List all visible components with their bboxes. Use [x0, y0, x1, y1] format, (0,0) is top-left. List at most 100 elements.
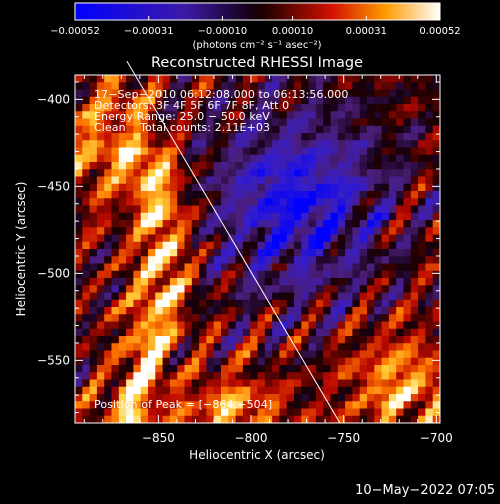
heatmap-pixel	[169, 299, 178, 308]
colorbar-tick-label: −0.00031	[124, 26, 174, 37]
heatmap-pixel	[111, 82, 120, 91]
heatmap-pixel	[315, 307, 324, 315]
heatmap-pixel	[272, 191, 280, 199]
heatmap-pixel	[359, 336, 368, 344]
x-axis-ticks	[83, 75, 437, 423]
heatmap-pixel	[367, 133, 375, 141]
heatmap-pixel	[235, 111, 244, 120]
heatmap-pixel	[286, 154, 295, 163]
heatmap-pixel	[337, 234, 346, 243]
heatmap-pixel	[82, 133, 91, 141]
heatmap-pixel	[286, 234, 295, 243]
heatmap-pixel	[221, 183, 229, 192]
heatmap-pixel	[228, 307, 237, 315]
heatmap-pixel	[162, 162, 171, 170]
heatmap-pixel	[410, 133, 419, 141]
heatmap-pixel	[96, 82, 105, 91]
heatmap-pixel	[367, 227, 375, 236]
heatmap-pixel	[323, 249, 332, 257]
heatmap-pixel	[374, 336, 383, 344]
heatmap-pixel	[403, 220, 412, 228]
heatmap-pixel	[126, 162, 134, 170]
heatmap-pixel	[104, 162, 113, 170]
heatmap-pixel	[118, 205, 127, 214]
heatmap-pixel	[118, 183, 127, 192]
heatmap-pixel	[315, 162, 324, 170]
heatmap-pixel	[418, 386, 426, 395]
heatmap-pixel	[257, 183, 266, 192]
heatmap-pixel	[403, 372, 412, 381]
heatmap-pixel	[104, 191, 113, 199]
heatmap-pixel	[191, 278, 200, 286]
heatmap-pixel	[359, 82, 368, 91]
heatmap-pixel	[323, 285, 332, 294]
heatmap-pixel	[133, 278, 142, 286]
heatmap-pixel	[272, 198, 280, 207]
heatmap-pixel	[184, 154, 193, 163]
heatmap-pixel	[279, 263, 288, 272]
heatmap-pixel	[396, 263, 405, 272]
heatmap-pixel	[111, 365, 120, 373]
heatmap-pixel	[126, 169, 134, 178]
annotation-detectors: Detectors: 3F 4F 5F 6F 7F 8F, Att 0	[94, 99, 289, 112]
heatmap-pixel	[228, 372, 237, 381]
heatmap-pixel	[140, 147, 149, 156]
heatmap-pixel	[403, 140, 412, 149]
heatmap-pixel	[315, 343, 324, 352]
heatmap-pixel	[177, 263, 186, 272]
heatmap-pixel	[367, 408, 375, 417]
heatmap-pixel	[206, 125, 215, 134]
heatmap-pixel	[425, 205, 434, 214]
heatmap-pixel	[359, 328, 368, 337]
heatmap-pixel	[279, 169, 288, 178]
heatmap-pixel	[242, 111, 251, 120]
peak-position-label: Position of Peak = [−864,−504]	[94, 398, 272, 411]
heatmap-pixel	[323, 125, 332, 134]
heatmap-pixel	[337, 249, 346, 257]
heatmap-pixel	[235, 263, 244, 272]
heatmap-pixel	[352, 220, 361, 228]
heatmap-pixel	[403, 285, 412, 294]
heatmap-pixel	[264, 249, 273, 257]
heatmap-pixel	[330, 169, 339, 178]
heatmap-pixel	[294, 365, 302, 373]
heatmap-pixel	[315, 372, 324, 381]
heatmap-pixel	[352, 263, 361, 272]
heatmap-pixel	[235, 82, 244, 91]
heatmap-pixel	[308, 227, 317, 236]
heatmap-pixel	[323, 328, 332, 337]
heatmap-pixel	[96, 321, 105, 330]
heatmap-pixel	[308, 343, 317, 352]
heatmap-pixel	[96, 299, 105, 308]
heatmap-pixel	[221, 408, 229, 417]
heatmap-pixel	[315, 321, 324, 330]
heatmap-pixel	[148, 125, 156, 134]
heatmap-pixel	[345, 328, 353, 337]
heatmap-pixel	[206, 96, 215, 105]
heatmap-pixel	[264, 191, 273, 199]
heatmap-pixel	[352, 140, 361, 149]
heatmap-pixel	[345, 365, 353, 373]
heatmap-pixel	[374, 270, 383, 279]
heatmap-pixel	[155, 285, 164, 294]
heatmap-pixel	[432, 154, 440, 163]
heatmap-pixel	[111, 125, 120, 134]
heatmap-pixel	[418, 314, 426, 323]
heatmap-pixel	[396, 408, 405, 417]
heatmap-pixel	[126, 125, 134, 134]
heatmap-pixel	[323, 314, 332, 323]
heatmap-pixel	[242, 307, 251, 315]
heatmap-pixel	[191, 249, 200, 257]
heatmap-pixel	[323, 415, 332, 423]
heatmap-pixel	[330, 263, 339, 272]
heatmap-pixel	[213, 408, 222, 417]
heatmap-pixel	[425, 263, 434, 272]
heatmap-pixel	[82, 125, 91, 134]
heatmap-pixel	[396, 133, 405, 141]
heatmap-pixel	[257, 263, 266, 272]
heatmap-pixel	[126, 336, 134, 344]
y-axis-label: Heliocentric Y (arcsec)	[14, 182, 28, 317]
heatmap-pixel	[381, 336, 390, 344]
heatmap-pixel	[374, 415, 383, 423]
heatmap-pixel	[96, 263, 105, 272]
